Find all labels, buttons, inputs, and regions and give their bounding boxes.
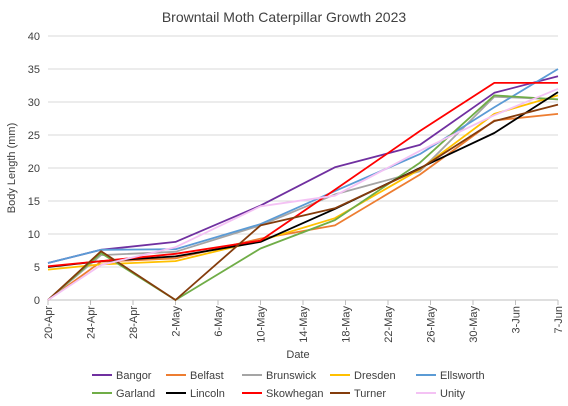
chart-title: Browntail Moth Caterpillar Growth 2023 <box>162 9 407 25</box>
x-tick-label: 14-May <box>298 306 310 343</box>
y-tick-label: 25 <box>28 130 40 142</box>
y-tick-label: 40 <box>28 31 40 43</box>
legend-label: Unity <box>440 388 466 400</box>
x-tick-label: 10-May <box>256 306 268 343</box>
y-tick-label: 20 <box>28 163 40 175</box>
series-line-unity <box>47 87 559 301</box>
series-line-bangor <box>47 75 559 264</box>
y-tick-label: 10 <box>28 229 40 241</box>
series-line-ellsworth <box>47 68 559 264</box>
y-tick-label: 35 <box>28 64 40 76</box>
x-tick-label: 20-Apr <box>43 306 55 339</box>
legend-label: Skowhegan <box>266 388 324 400</box>
x-tick-label: 28-Apr <box>128 306 140 339</box>
x-tick-label: 18-May <box>341 306 353 343</box>
legend-label: Garland <box>116 388 155 400</box>
series-line-dresden <box>47 94 559 271</box>
y-tick-label: 0 <box>34 295 40 307</box>
y-tick-label: 30 <box>28 97 40 109</box>
legend-label: Turner <box>354 388 386 400</box>
x-tick-label: 6-May <box>213 306 225 337</box>
legend-label: Brunswick <box>266 370 317 382</box>
x-tick-label: 2-May <box>171 306 183 337</box>
x-tick-label: 24-Apr <box>86 306 98 339</box>
series-line-turner <box>47 103 559 301</box>
series-lines <box>47 68 559 301</box>
x-tick-label: 30-May <box>468 306 480 343</box>
series-line-garland <box>47 94 559 301</box>
y-axis-title: Body Length (mm) <box>6 123 18 213</box>
legend: Bangor Belfast Brunswick Dresden Ellsworth Ga… <box>92 370 485 400</box>
x-tick-label: 3-Jun <box>511 306 523 334</box>
y-tick-label: 15 <box>28 196 40 208</box>
series-line-lincoln <box>47 91 559 268</box>
gridlines <box>48 35 558 301</box>
y-tick-label: 5 <box>34 262 40 274</box>
legend-label: Dresden <box>354 370 396 382</box>
legend-label: Bangor <box>116 370 152 382</box>
x-tick-label: 26-May <box>426 306 438 343</box>
legend-label: Ellsworth <box>440 370 485 382</box>
series-line-brunswick <box>47 95 559 301</box>
x-tick-label: 7-Jun <box>553 306 565 334</box>
x-tick-label: 22-May <box>383 306 395 343</box>
legend-label: Lincoln <box>190 388 225 400</box>
legend-label: Belfast <box>190 370 224 382</box>
x-axis-title: Date <box>286 349 309 361</box>
axes: 0 5 10 15 20 25 30 35 40 20-Apr 24-Apr 28-Apr 2-May 6… <box>28 31 565 343</box>
